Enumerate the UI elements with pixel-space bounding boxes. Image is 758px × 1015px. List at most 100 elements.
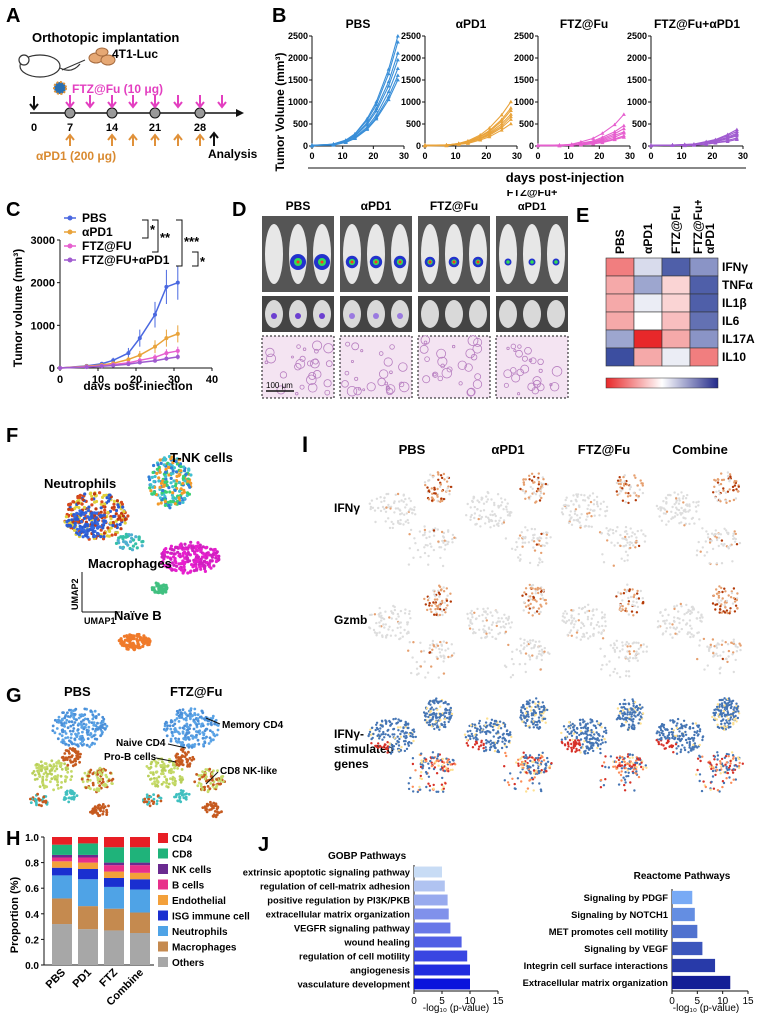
implant-arrow	[29, 96, 39, 111]
umap-cell	[73, 721, 77, 724]
umap-cell	[167, 770, 171, 774]
data-point	[395, 34, 400, 38]
umap-cell	[184, 796, 187, 800]
umap-cell	[68, 708, 71, 712]
umap-cell	[176, 799, 180, 803]
umap-cell	[170, 730, 174, 734]
x-tick-label: PBS	[44, 967, 68, 991]
umap-cell	[57, 787, 60, 790]
umap-cell	[205, 775, 208, 779]
stacked-bar-segment	[104, 847, 124, 863]
umap-cell	[181, 500, 185, 504]
feature-plot	[656, 585, 742, 675]
umap-cell	[98, 514, 103, 519]
umap-cell	[158, 496, 162, 500]
stacked-bar-segment	[52, 854, 72, 858]
umap-cell	[194, 564, 198, 568]
subplot-title: PBS	[346, 17, 371, 31]
umap-cell	[40, 764, 44, 768]
umap-cell	[111, 777, 115, 781]
umap-cell	[163, 480, 167, 484]
umap-cell	[178, 775, 182, 778]
umap-cell	[141, 641, 145, 645]
umap-cell	[42, 772, 46, 776]
y-tick-label: 500	[406, 119, 421, 129]
gobp-title: GOBP Pathways	[328, 851, 407, 862]
stacked-bar-segment	[78, 843, 98, 855]
umap-cell	[78, 760, 81, 764]
umap-cell	[154, 764, 158, 768]
umap-cell	[161, 760, 164, 764]
heatmap-col-label: FTZ@Fu+	[691, 200, 705, 254]
umap-cell	[63, 762, 66, 766]
umap-cell	[69, 724, 73, 728]
umap-cell	[171, 734, 175, 738]
umap-cell	[158, 458, 162, 462]
umap-cell	[97, 803, 101, 807]
umap-cell	[189, 712, 192, 715]
feature-plot	[465, 472, 552, 567]
timepoint-label: 7	[67, 122, 73, 134]
umap-cell	[125, 635, 129, 639]
stacked-bar-segment	[130, 847, 150, 863]
x-tick-label: 20	[130, 374, 142, 386]
umap-cell	[198, 715, 202, 719]
umap-cell	[159, 461, 163, 465]
data-point	[153, 358, 157, 363]
umap-cell	[64, 515, 68, 519]
umap-cell	[121, 514, 125, 518]
drug-dose-arrow	[173, 95, 183, 109]
umap-cell	[71, 760, 75, 764]
g-left-title: PBS	[64, 684, 91, 699]
umap-cell	[175, 752, 179, 756]
umap-cell	[84, 534, 88, 538]
umap-cell	[206, 553, 210, 557]
umap-cell	[131, 544, 135, 548]
heatmap-row-label: IL1β	[722, 296, 747, 310]
umap-cell	[151, 782, 154, 786]
umap-cell	[164, 587, 168, 592]
umap-cell	[199, 564, 203, 568]
umap-cell	[183, 724, 187, 728]
legend-swatch	[158, 848, 168, 859]
umap-cell	[164, 470, 168, 474]
heatmap-cell	[689, 275, 719, 295]
nanoparticle-icon	[53, 81, 67, 95]
umap-cell	[171, 469, 175, 473]
umap-cell	[66, 726, 70, 730]
stacked-bar-segment	[78, 854, 98, 858]
umap-cell	[147, 475, 151, 479]
data-point	[508, 105, 513, 110]
data-point	[649, 143, 653, 147]
pathway-bar	[414, 922, 451, 934]
umap-cell	[161, 591, 165, 595]
pathway-bar	[414, 936, 462, 948]
umap-cell	[90, 503, 94, 507]
umap-cell	[111, 782, 114, 785]
data-point	[508, 117, 513, 121]
heatmap-cell	[661, 311, 691, 331]
umap-cell	[215, 784, 219, 787]
umap-cell	[174, 459, 178, 464]
umap-cell	[88, 745, 91, 749]
umap-cell	[185, 731, 189, 735]
umap-cell	[103, 805, 107, 809]
umap-cell	[56, 774, 60, 777]
umap-cell	[132, 636, 136, 640]
y-tick-label: 500	[519, 119, 534, 129]
umap-cell	[169, 472, 173, 476]
data-point	[164, 284, 169, 289]
umap-cell	[155, 471, 159, 475]
umap-cell	[177, 481, 181, 485]
umap-cell	[193, 551, 197, 555]
panel-letter-j: J	[258, 834, 269, 856]
umap-cell	[63, 796, 67, 800]
y-tick-label: 500	[293, 119, 308, 129]
umap-cell	[53, 769, 57, 773]
stacked-bar-segment	[130, 837, 150, 848]
umap-cell	[99, 528, 103, 532]
umap-cell	[182, 550, 187, 554]
umap-cell	[52, 763, 56, 766]
umap-cell	[102, 519, 106, 523]
ab-dose-arrow	[150, 133, 160, 146]
